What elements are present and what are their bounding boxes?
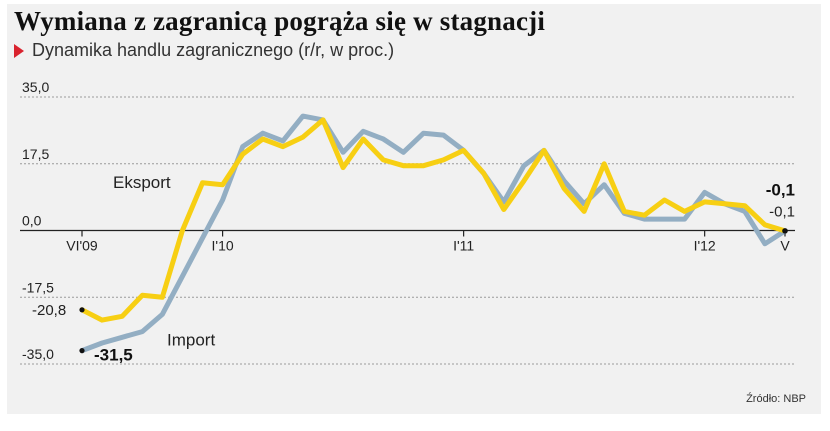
chart-annotations: Eksport Import -20,8 -31,5 -0,1 -0,1 (32, 173, 795, 365)
x-tick-label: I'10 (212, 238, 234, 254)
x-tick-label: VI'09 (66, 238, 98, 254)
y-axis-labels: 35,0 17,5 0,0 -17,5 -35,0 (22, 79, 54, 362)
triangle-bullet-icon (14, 43, 24, 58)
export-start-label: -20,8 (32, 302, 66, 319)
series-end-dot (782, 228, 788, 234)
export-end-label: -0,1 (766, 181, 795, 200)
x-tick-label: I'12 (694, 238, 716, 254)
import-end-label: -0,1 (769, 204, 795, 221)
series-lines (79, 113, 788, 354)
import-start-dot (79, 348, 85, 354)
chart-subtitle: Dynamika handlu zagranicznego (r/r, w pr… (14, 40, 394, 61)
source-note: Źródło: NBP (746, 393, 806, 405)
import-line (79, 113, 788, 354)
export-line (79, 117, 788, 323)
y-tick-label: 35,0 (22, 79, 49, 95)
x-tick-label: V (780, 238, 790, 254)
y-tick-label: 17,5 (22, 146, 49, 162)
chart-title: Wymiana z zagranicą pogrąża się w stagna… (14, 6, 546, 36)
series-label-export: Eksport (113, 173, 171, 192)
import-start-label: -31,5 (94, 346, 133, 365)
y-tick-label: -35,0 (22, 346, 54, 362)
x-tick-label: I'11 (453, 238, 474, 254)
y-tick-label: -17,5 (22, 279, 54, 295)
export-start-dot (79, 307, 85, 313)
grid-lines (20, 96, 795, 365)
subtitle-text: Dynamika handlu zagranicznego (r/r, w pr… (32, 40, 395, 60)
series-label-import: Import (167, 330, 215, 349)
y-tick-label: 0,0 (22, 213, 42, 229)
